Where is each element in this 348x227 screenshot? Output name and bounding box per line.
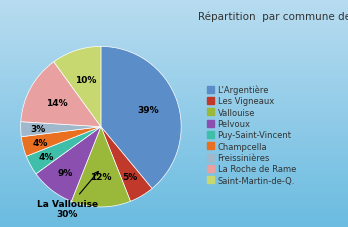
Wedge shape [101, 47, 181, 189]
Text: Répartition  par commune des 65 ans et plus: Répartition par commune des 65 ans et pl… [198, 11, 348, 22]
Text: 12%: 12% [90, 172, 112, 181]
Text: 4%: 4% [33, 138, 48, 147]
Wedge shape [26, 127, 101, 174]
Text: 5%: 5% [123, 172, 138, 181]
Text: 14%: 14% [47, 99, 68, 108]
Wedge shape [36, 127, 101, 201]
Text: 3%: 3% [31, 125, 46, 133]
Text: 39%: 39% [137, 106, 159, 115]
Wedge shape [101, 127, 152, 201]
Text: La Vallouise
30%: La Vallouise 30% [37, 172, 98, 218]
Wedge shape [21, 122, 101, 137]
Text: 9%: 9% [58, 168, 73, 177]
Wedge shape [71, 127, 130, 207]
Wedge shape [54, 47, 101, 127]
Wedge shape [21, 62, 101, 127]
Text: 4%: 4% [38, 153, 54, 162]
Text: 10%: 10% [75, 76, 96, 84]
Wedge shape [21, 127, 101, 157]
Legend: L'Argentière, Les Vigneaux, Vallouise, Pelvoux, Puy-Saint-Vincent, Champcella, F: L'Argentière, Les Vigneaux, Vallouise, P… [207, 85, 296, 185]
